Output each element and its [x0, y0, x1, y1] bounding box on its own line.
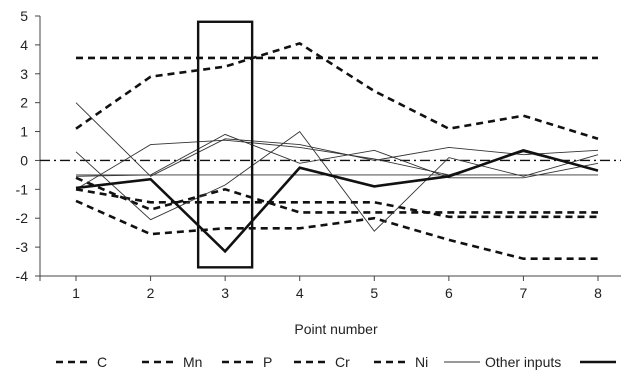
- legend-item: P: [222, 354, 272, 370]
- x-tick-label: 2: [147, 285, 155, 301]
- series-mn-line: [75, 41, 599, 141]
- y-tick-label: -1: [16, 181, 29, 197]
- y-tick-label: 5: [20, 8, 28, 24]
- legend-label: Ni: [415, 354, 428, 370]
- x-tick-label: 4: [296, 285, 304, 301]
- highlight-box: [196, 20, 254, 269]
- y-tick-label: -4: [16, 268, 29, 284]
- y-axis-ticks: -4 -3 -2 -1 0 1 2 3 4 5: [16, 8, 40, 284]
- y-tick-label: 1: [20, 124, 28, 140]
- y-tick-label: 0: [20, 152, 28, 168]
- legend-label: P: [263, 354, 272, 370]
- x-tick-label: 1: [72, 285, 80, 301]
- legend-item: Rm real: [580, 360, 616, 364]
- y-tick-label: 2: [20, 95, 28, 111]
- legend-item: Ni: [374, 354, 428, 370]
- series-cr-line: [75, 188, 598, 219]
- legend-label: C: [97, 354, 107, 370]
- y-tick-label: 3: [20, 66, 28, 82]
- x-tick-label: 3: [221, 285, 229, 301]
- legend-label: Mn: [183, 354, 202, 370]
- x-tick-label: 5: [370, 285, 378, 301]
- legend-item: C: [56, 354, 107, 370]
- series-ni-line: [75, 199, 598, 260]
- series-rm-real-line: [75, 148, 599, 254]
- legend-item: Mn: [142, 354, 202, 370]
- plot-area: [39, 16, 621, 277]
- x-tick-label: 7: [520, 285, 528, 301]
- y-tick-label: -3: [16, 239, 29, 255]
- x-tick-label: 6: [445, 285, 453, 301]
- series-other-inputs-line: [75, 130, 599, 232]
- series-p-line: [75, 176, 598, 214]
- legend-item: Cr: [294, 354, 350, 370]
- x-tick-label: 8: [594, 285, 602, 301]
- x-axis-ticks: 1 2 3 4 5 6 7 8: [39, 276, 602, 301]
- x-axis-title: Point number: [294, 321, 378, 337]
- y-tick-label: 4: [20, 37, 28, 53]
- y-tick-label: -2: [16, 210, 29, 226]
- legend-label: Other inputs: [485, 354, 561, 370]
- legend-label: Cr: [335, 354, 350, 370]
- series-other-inputs-line: [75, 102, 599, 177]
- legend: C Mn P Cr Ni Other inputs Rm real: [56, 354, 616, 370]
- series-other-inputs-line: [75, 133, 599, 179]
- legend-item: Other inputs: [444, 354, 561, 370]
